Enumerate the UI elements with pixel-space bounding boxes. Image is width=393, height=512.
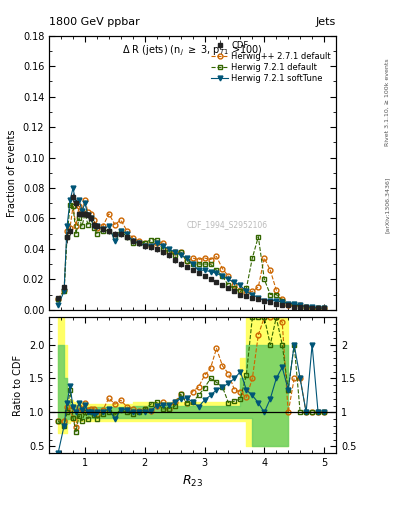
- Herwig 7.2.1 default: [316, 305, 320, 311]
- Herwig 7.2.1 default: [95, 230, 99, 237]
- Herwig 7.2.1 softTune: [322, 305, 327, 311]
- Legend: CDF, Herwig++ 2.7.1 default, Herwig 7.2.1 default, Herwig 7.2.1 softTune: CDF, Herwig++ 2.7.1 default, Herwig 7.2.…: [208, 37, 334, 87]
- Herwig 7.2.1 softTune: [56, 302, 61, 308]
- Herwig 7.2.1 softTune: [310, 304, 314, 310]
- Text: Jets: Jets: [316, 16, 336, 27]
- Herwig 7.2.1 default: [68, 202, 72, 208]
- Herwig++ 2.7.1 default: [226, 273, 231, 280]
- Y-axis label: Fraction of events: Fraction of events: [7, 129, 17, 217]
- Herwig 7.2.1 softTune: [226, 276, 231, 283]
- Herwig 7.2.1 default: [125, 233, 129, 240]
- Herwig++ 2.7.1 default: [83, 197, 87, 203]
- Text: Rivet 3.1.10, ≥ 100k events: Rivet 3.1.10, ≥ 100k events: [385, 58, 389, 146]
- Herwig 7.2.1 softTune: [119, 227, 123, 233]
- Herwig++ 2.7.1 default: [316, 305, 320, 311]
- Line: Herwig++ 2.7.1 default: Herwig++ 2.7.1 default: [56, 198, 327, 311]
- Text: 1800 GeV ppbar: 1800 GeV ppbar: [49, 16, 140, 27]
- Herwig++ 2.7.1 default: [56, 296, 61, 302]
- Herwig 7.2.1 default: [119, 227, 123, 233]
- Herwig 7.2.1 default: [56, 296, 61, 302]
- X-axis label: $R_{23}$: $R_{23}$: [182, 474, 203, 488]
- Herwig 7.2.1 softTune: [244, 288, 249, 294]
- Herwig 7.2.1 softTune: [316, 305, 320, 311]
- Herwig 7.2.1 softTune: [125, 230, 129, 237]
- Herwig++ 2.7.1 default: [322, 305, 327, 311]
- Text: [arXiv:1306.3436]: [arXiv:1306.3436]: [385, 177, 389, 233]
- Herwig++ 2.7.1 default: [119, 217, 123, 223]
- Line: Herwig 7.2.1 softTune: Herwig 7.2.1 softTune: [56, 185, 327, 311]
- Herwig 7.2.1 default: [322, 305, 327, 311]
- Herwig 7.2.1 softTune: [71, 185, 75, 191]
- Herwig 7.2.1 softTune: [95, 223, 99, 229]
- Herwig++ 2.7.1 default: [125, 227, 129, 233]
- Herwig 7.2.1 default: [310, 305, 314, 311]
- Line: Herwig 7.2.1 default: Herwig 7.2.1 default: [56, 202, 327, 311]
- Herwig++ 2.7.1 default: [95, 224, 99, 230]
- Text: CDF_1994_S2952106: CDF_1994_S2952106: [187, 221, 268, 229]
- Herwig++ 2.7.1 default: [310, 305, 314, 311]
- Herwig 7.2.1 default: [226, 282, 231, 288]
- Herwig 7.2.1 default: [244, 285, 249, 291]
- Herwig++ 2.7.1 default: [244, 290, 249, 296]
- Text: $\Delta$ R (jets) (n$_j$ $\geq$ 3, p$_{T1}$ >100): $\Delta$ R (jets) (n$_j$ $\geq$ 3, p$_{T…: [122, 44, 263, 58]
- Y-axis label: Ratio to CDF: Ratio to CDF: [13, 355, 23, 416]
